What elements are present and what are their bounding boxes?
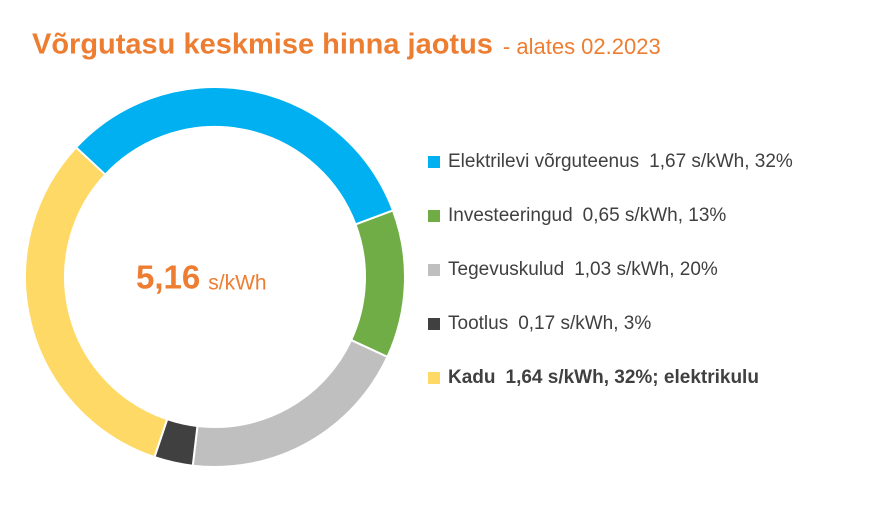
donut-segment [74, 86, 395, 226]
legend-swatch [428, 156, 440, 168]
total-label: 5,16 [136, 259, 200, 296]
legend-swatch [428, 210, 440, 222]
legend-value: 1,64 s/kWh, 32%; elektrikulu [506, 367, 759, 388]
chart-title: Võrgutasu keskmise hinna jaotus [32, 29, 493, 61]
legend-label: Tootlus [448, 313, 508, 334]
legend-label: Tegevuskulud [448, 259, 564, 280]
legend-swatch [428, 264, 440, 276]
chart-subtitle: - alates 02.2023 [503, 34, 661, 59]
total-unit: s/kWh [208, 272, 266, 295]
donut-segment [24, 146, 169, 459]
legend-value: 1,03 s/kWh, 20% [574, 259, 718, 280]
legend-value: 1,67 s/kWh, 32% [649, 151, 793, 172]
legend-swatch [428, 318, 440, 330]
legend-label: Elektrilevi võrguteenus [448, 151, 639, 172]
donut-segment [191, 338, 389, 468]
legend-label: Investeeringud [448, 205, 573, 226]
legend-value: 0,65 s/kWh, 13% [583, 205, 727, 226]
legend-value: 0,17 s/kWh, 3% [518, 313, 651, 334]
legend-label: Kadu [448, 367, 496, 388]
legend-swatch [428, 372, 440, 384]
donut-segment [349, 209, 406, 359]
